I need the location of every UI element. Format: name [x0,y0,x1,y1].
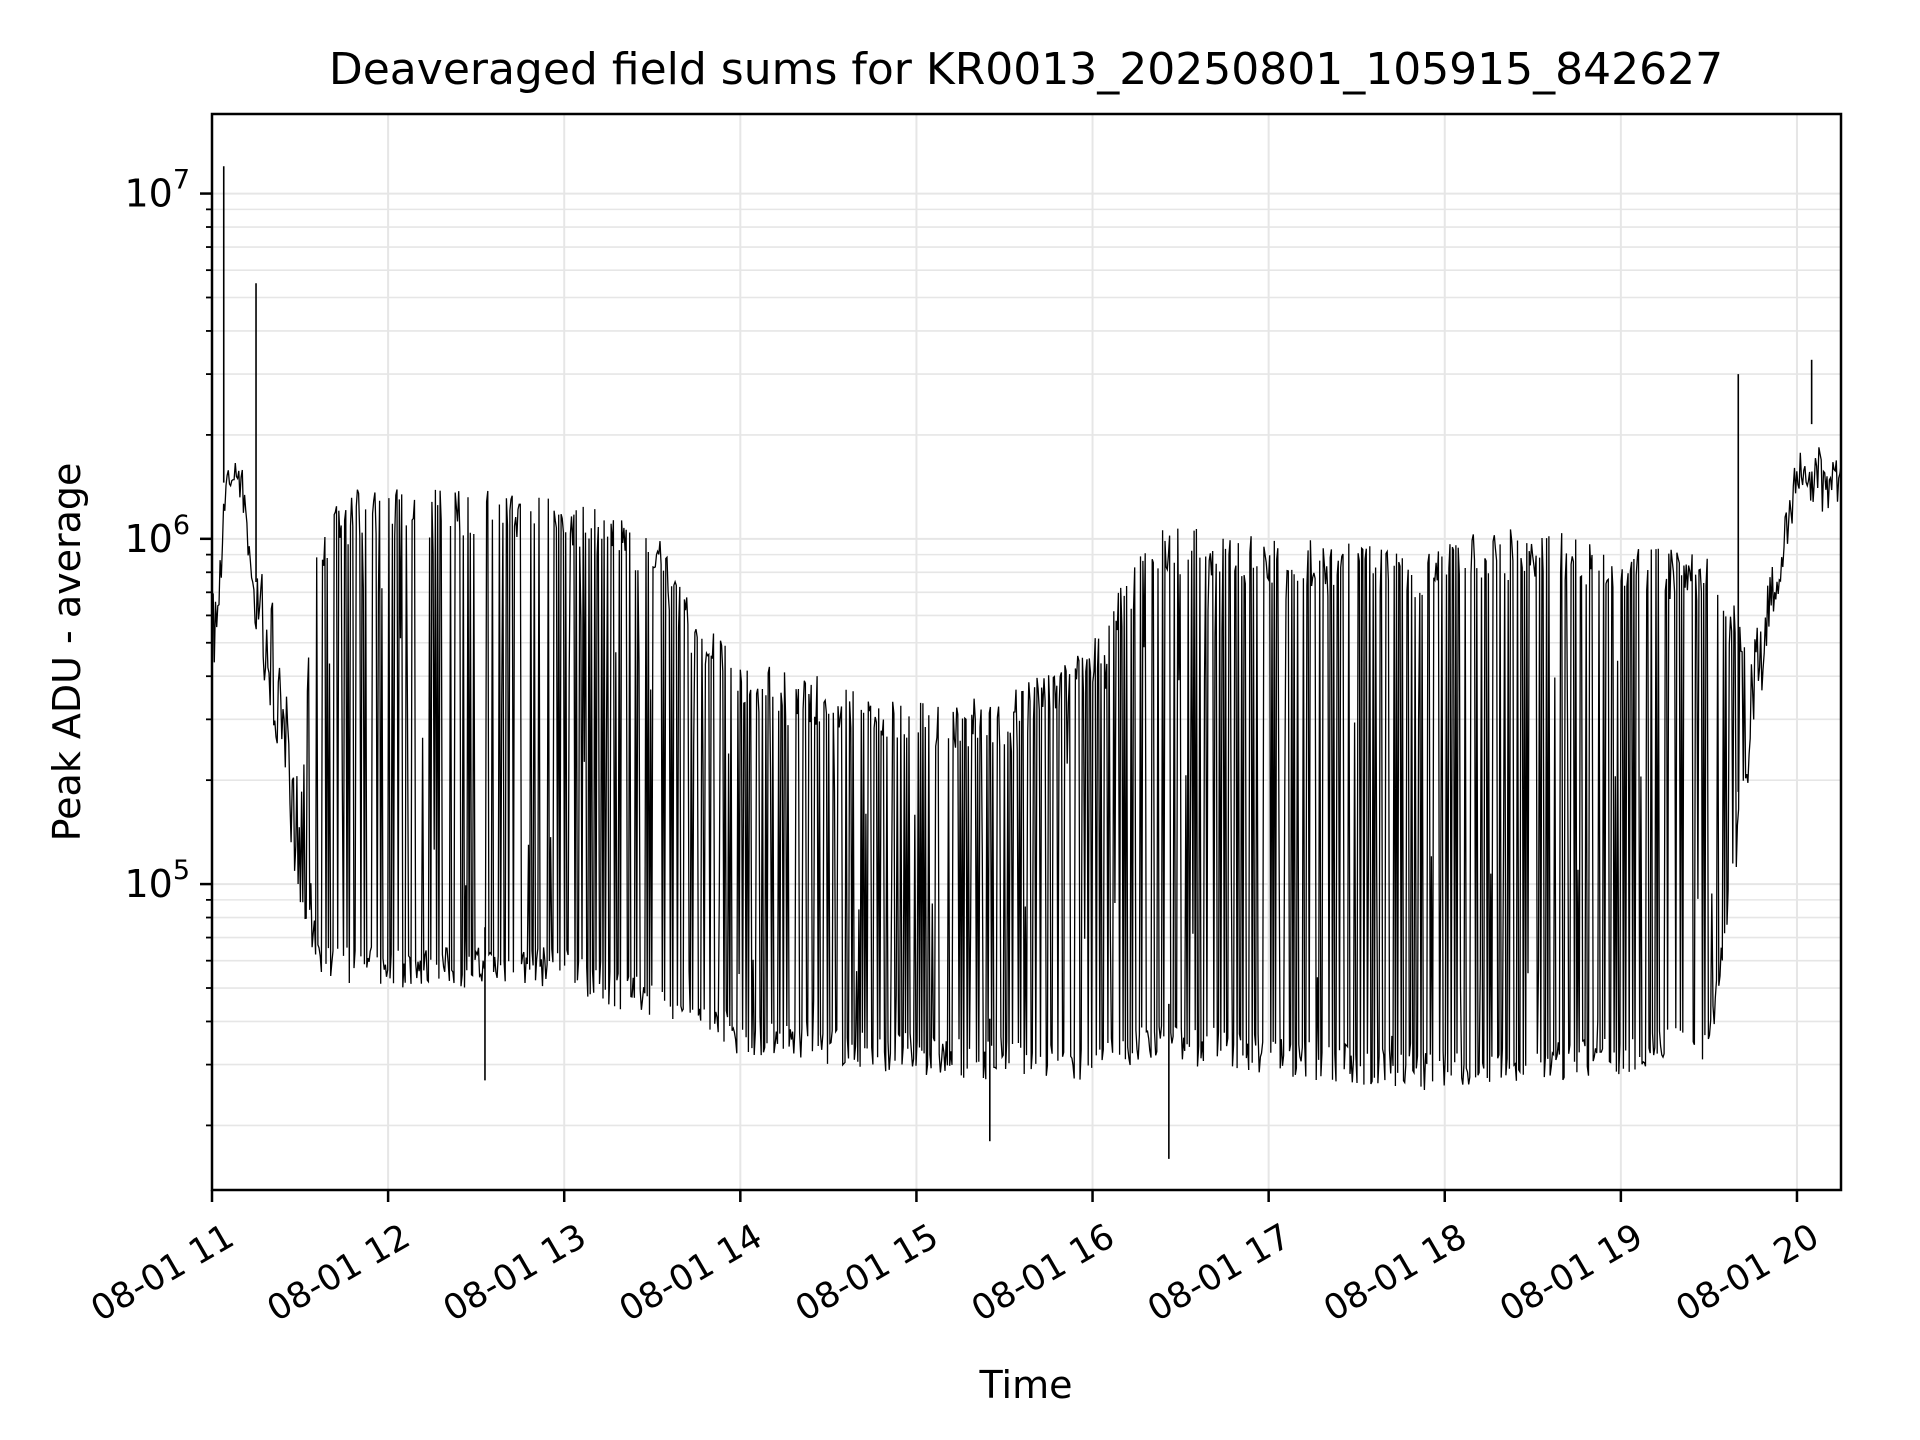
axes-frame [210,112,1843,1192]
y-axis-label: Peak ADU - average [45,463,89,842]
y-tick-label: 105 [124,855,190,906]
y-axis: 105 106 107 [124,165,212,1127]
x-axis-label: Time [979,1363,1073,1407]
chart-title: Deaveraged field sums for KR0013_2025080… [329,44,1723,95]
grid [211,114,1841,1190]
y-tick-label: 106 [124,510,190,561]
y-tick-label: 107 [124,165,190,216]
plot-area [211,166,1842,1159]
series-line [211,447,1842,1091]
